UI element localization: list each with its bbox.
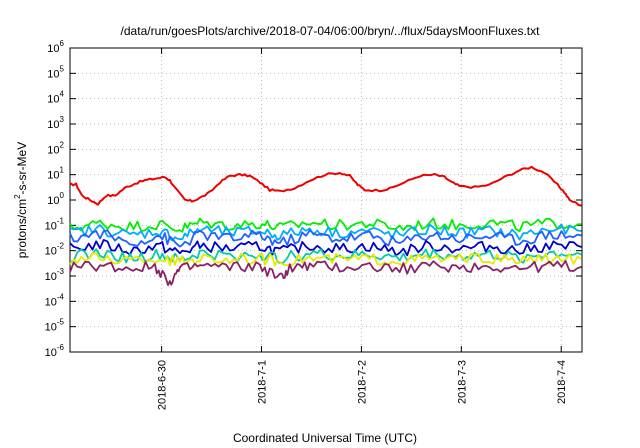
y-tick-label: 10-6 [45, 343, 65, 359]
chart-title: /data/run/goesPlots/archive/2018-07-04/0… [121, 24, 541, 38]
x-axis-ticks: 2018-6-30 2018-7-1 2018-7-2 2018-7-3 2018-7-… [157, 48, 568, 410]
y-tick-label: 103 [47, 115, 64, 131]
series-line-1 [69, 165, 582, 207]
x-tick-label: 2018-7-3 [456, 360, 468, 404]
y-tick-label: 100 [47, 191, 64, 207]
x-tick-label: 2018-6-30 [157, 360, 169, 410]
y-tick-label: 101 [47, 166, 64, 182]
y-tick-label: 10-3 [45, 267, 65, 283]
y-tick-label: 10-5 [45, 318, 65, 334]
series-line-8 [69, 260, 582, 286]
y-tick-label: 106 [47, 39, 64, 55]
series-group [69, 165, 582, 286]
series-line-2 [69, 217, 582, 233]
y-tick-label: 105 [47, 64, 64, 80]
y-tick-label: 10-2 [45, 242, 65, 258]
x-tick-label: 2018-7-2 [356, 360, 368, 404]
y-tick-label: 102 [47, 140, 64, 156]
x-tick-label: 2018-7-1 [257, 360, 269, 404]
series-line-3 [69, 223, 582, 242]
y-tick-label: 10-1 [45, 216, 65, 232]
x-tick-label: 2018-7-4 [556, 360, 568, 404]
series-line-5 [69, 239, 582, 257]
y-tick-label: 104 [47, 90, 64, 106]
series-line-4 [69, 229, 582, 248]
series-line-7 [69, 252, 582, 267]
y-tick-label: 10-4 [45, 292, 65, 308]
grid-lines [70, 48, 582, 352]
x-axis-label: Coordinated Universal Time (UTC) [233, 431, 417, 445]
y-axis-ticks: 10-6 10-5 10-4 10-3 10-2 10-1 100 101 102 103 104 1… [45, 39, 582, 359]
y-axis-label: protons/cm2-s-sr-MeV [13, 142, 29, 258]
